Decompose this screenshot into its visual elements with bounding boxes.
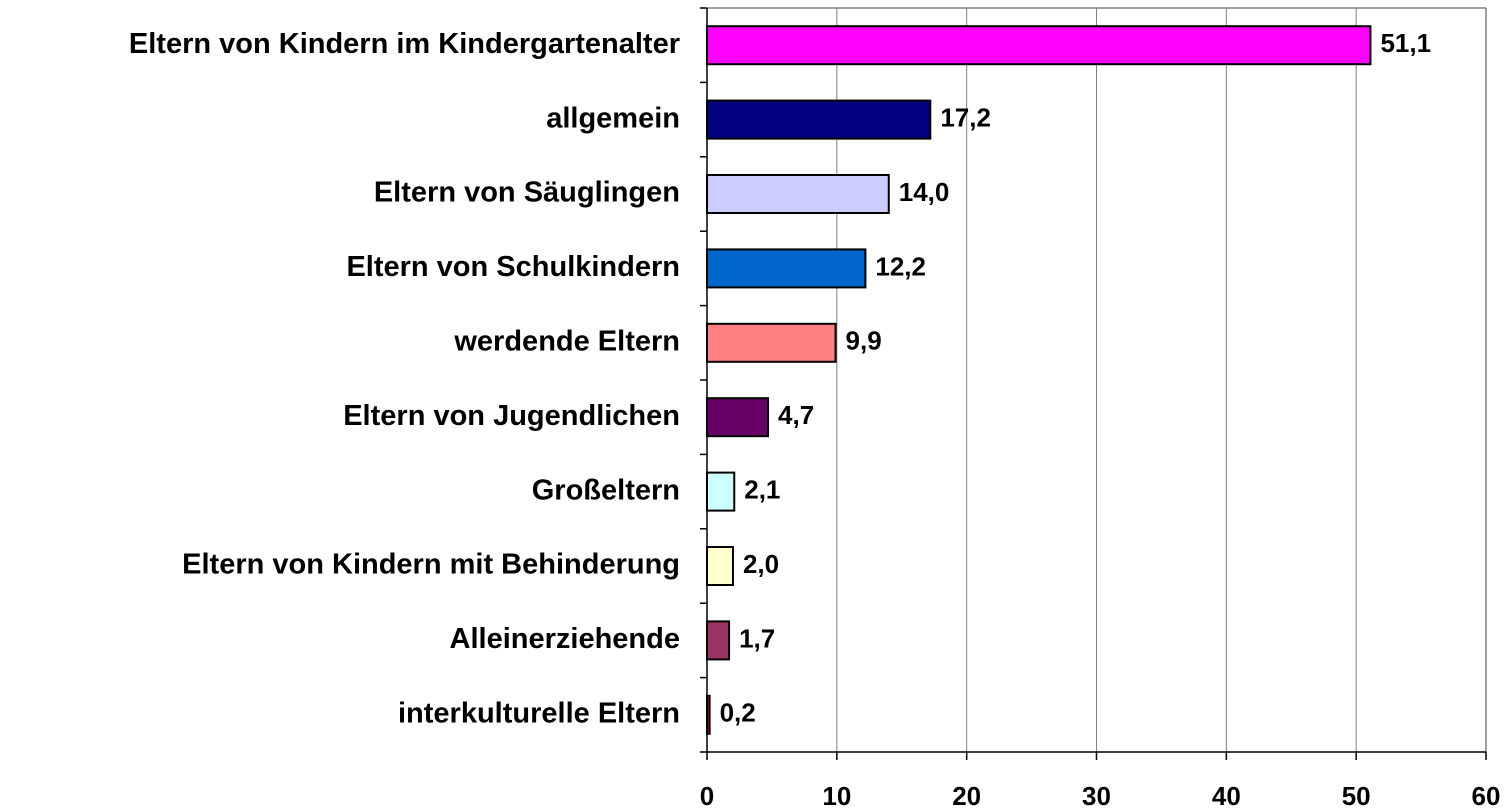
- category-label: Alleinerziehende: [450, 623, 680, 655]
- bar: [706, 397, 770, 438]
- category-label: Großeltern: [532, 474, 680, 506]
- data-label: 17,2: [940, 102, 991, 132]
- bar: [706, 99, 932, 140]
- bar: [706, 546, 734, 586]
- category-label: Eltern von Kindern mit Behinderung: [182, 549, 680, 581]
- x-tick-label: 30: [1082, 781, 1111, 811]
- x-tick-label: 0: [700, 781, 714, 811]
- data-label: 2,0: [743, 549, 779, 579]
- data-label: 2,1: [744, 474, 780, 504]
- bar: [706, 471, 736, 512]
- category-label: Eltern von Kindern im Kindergartenalter: [129, 28, 680, 60]
- data-label: 1,7: [739, 623, 775, 653]
- data-label: 51,1: [1380, 28, 1431, 58]
- bar: [706, 174, 890, 214]
- data-label: 4,7: [778, 400, 814, 430]
- bar: [706, 322, 837, 363]
- category-label: werdende Eltern: [453, 325, 680, 357]
- bar: [706, 620, 731, 661]
- category-label: Eltern von Säuglingen: [374, 177, 680, 209]
- bar: [706, 248, 867, 289]
- category-label: Eltern von Jugendlichen: [343, 400, 680, 432]
- data-label: 9,9: [846, 326, 882, 356]
- x-tick-label: 20: [952, 781, 981, 811]
- category-label: interkulturelle Eltern: [398, 697, 680, 729]
- data-label: 12,2: [875, 251, 926, 281]
- x-tick-label: 50: [1342, 781, 1371, 811]
- data-label: 0,2: [720, 698, 756, 728]
- category-label: allgemein: [546, 102, 680, 134]
- data-label: 14,0: [899, 177, 950, 207]
- x-tick-label: 40: [1212, 781, 1241, 811]
- bar: [706, 25, 1372, 66]
- x-tick-label: 60: [1472, 781, 1501, 811]
- x-tick-label: 10: [822, 781, 851, 811]
- category-label: Eltern von Schulkindern: [346, 251, 680, 283]
